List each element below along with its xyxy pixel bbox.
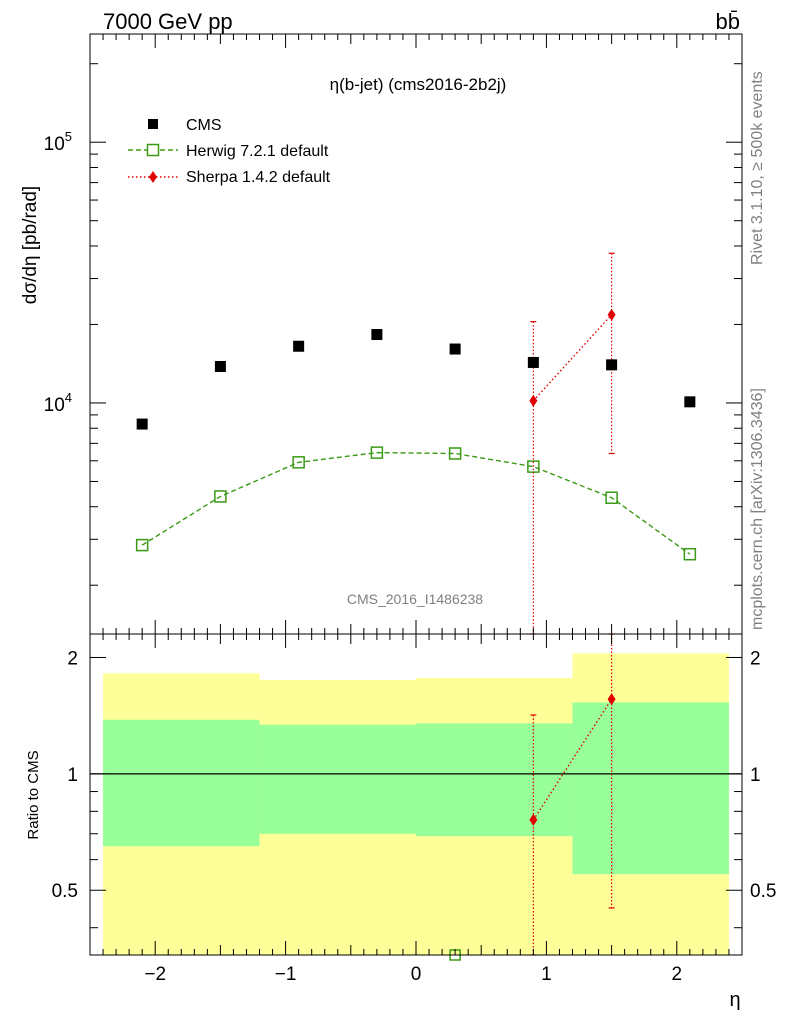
sherpa-point bbox=[529, 394, 538, 407]
legend-marker-herwig bbox=[146, 143, 160, 157]
y-tick-label-exponent: 5 bbox=[65, 129, 72, 144]
cms-data-point bbox=[684, 396, 696, 408]
ratio-y-tick-label: 2 bbox=[67, 648, 78, 669]
herwig-point bbox=[135, 538, 149, 552]
cms-data-point bbox=[136, 418, 148, 430]
legend-label-herwig: Herwig 7.2.1 default bbox=[186, 143, 329, 160]
chart-title: η(b-jet) (cms2016-2b2j) bbox=[330, 75, 507, 94]
ratio-axes: 0.5 0.5 1 1 2 2 −2 −1 0 1 2 bbox=[52, 633, 776, 985]
ratio-y-tick-label: 1 bbox=[67, 765, 78, 786]
ratio-y-tick-label-right: 1 bbox=[750, 765, 761, 786]
x-tick-label: −1 bbox=[275, 964, 297, 985]
x-tick-label: −2 bbox=[144, 964, 166, 985]
uncertainty-band-inner bbox=[259, 724, 416, 834]
cms-data-point bbox=[449, 343, 461, 355]
process-label: bb̄ bbox=[716, 9, 740, 34]
cms-data-point bbox=[606, 359, 618, 371]
x-tick-label: 0 bbox=[411, 964, 422, 985]
herwig-point bbox=[214, 490, 227, 503]
herwig-point bbox=[370, 446, 384, 459]
cms-data-point bbox=[371, 329, 383, 341]
energy-label: 7000 GeV pp bbox=[103, 9, 233, 34]
uncertainty-band-inner bbox=[416, 723, 573, 837]
herwig-point bbox=[605, 491, 618, 504]
cms-data-point bbox=[527, 356, 539, 368]
sherpa-ratio-point bbox=[607, 693, 616, 706]
main-axes: 104 105 bbox=[44, 33, 743, 635]
herwig-line bbox=[141, 451, 691, 555]
herwig-point bbox=[527, 460, 540, 473]
herwig-point bbox=[292, 456, 305, 469]
legend: CMS Herwig 7.2.1 default Sherpa 1.4.2 de… bbox=[186, 117, 331, 186]
x-axis-label: η bbox=[729, 989, 740, 1011]
cms-data-point bbox=[293, 340, 305, 352]
legend-label-cms: CMS bbox=[186, 117, 222, 134]
herwig-point bbox=[448, 447, 462, 460]
uncertainty-band-inner bbox=[103, 719, 260, 847]
main-curves bbox=[128, 119, 697, 635]
ratio-y-tick-label: 0.5 bbox=[52, 881, 78, 902]
y-tick-label: 105 bbox=[44, 129, 72, 155]
y-axis-label: dσ/dη [pb/rad] bbox=[20, 186, 41, 304]
x-tick-label: 1 bbox=[541, 964, 552, 985]
ratio-y-tick-label-right: 0.5 bbox=[750, 881, 776, 902]
sherpa-line bbox=[532, 314, 613, 402]
ratio-y-axis-label: Ratio to CMS bbox=[25, 750, 42, 839]
x-tick-label: 2 bbox=[672, 964, 683, 985]
mcplots-label: mcplots.cern.ch [arXiv:1306.3436] bbox=[749, 388, 766, 630]
ratio-y-tick-label-right: 2 bbox=[750, 648, 761, 669]
ratio-bands bbox=[103, 653, 729, 955]
sherpa-ratio-point bbox=[529, 813, 538, 826]
y-tick-label: 104 bbox=[44, 390, 72, 416]
watermark: CMS_2016_I1486238 bbox=[347, 591, 483, 607]
uncertainty-band-inner bbox=[572, 702, 729, 875]
ratio-panel: 0.5 0.5 1 1 2 2 −2 −1 0 1 2 Ratio to CMS η bbox=[25, 633, 776, 1011]
legend-label-sherpa: Sherpa 1.4.2 default bbox=[186, 169, 331, 186]
y-tick-label-exponent: 4 bbox=[65, 390, 72, 405]
sherpa-point bbox=[607, 308, 616, 321]
main-panel: 104 105 η(b-jet) (cms2016-2b2j) CMS_2016_… bbox=[20, 33, 743, 635]
legend-marker-cms bbox=[148, 119, 158, 129]
herwig-point bbox=[683, 547, 697, 561]
cms-data-point bbox=[214, 360, 226, 372]
rivet-label: Rivet 3.1.10, ≥ 500k events bbox=[749, 71, 766, 265]
legend-marker-sherpa bbox=[149, 171, 157, 183]
